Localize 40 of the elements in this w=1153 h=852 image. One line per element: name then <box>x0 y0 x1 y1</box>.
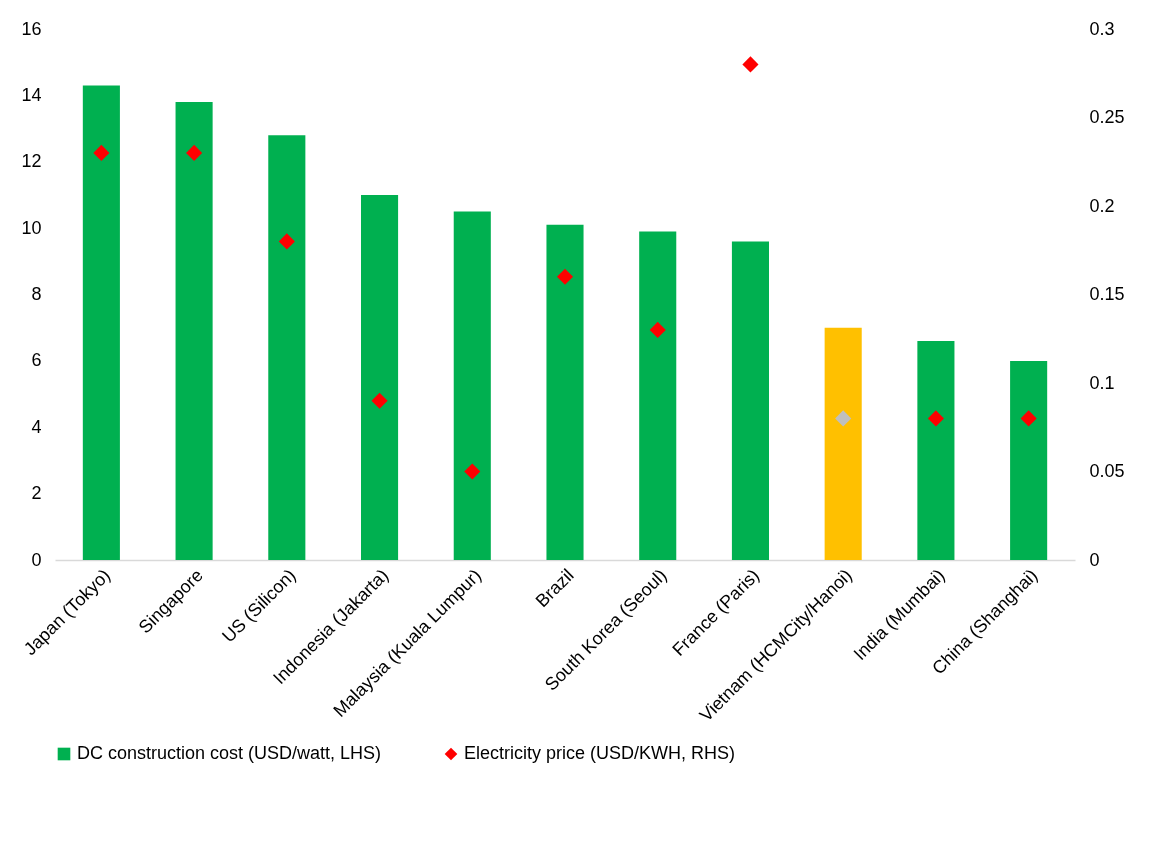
bar <box>82 85 120 560</box>
point <box>835 410 852 427</box>
bar <box>1010 360 1048 560</box>
y-tick-label: 6 <box>31 350 42 371</box>
point <box>93 144 110 161</box>
bar <box>824 327 862 560</box>
y-tick-label: 10 <box>21 217 42 238</box>
bar <box>917 340 955 560</box>
bar <box>731 241 769 560</box>
y2-tick-label: 0.05 <box>1089 461 1125 481</box>
y-tick-label: 2 <box>31 483 42 504</box>
point <box>649 321 666 338</box>
y2-tick-label: 0.3 <box>1089 18 1115 39</box>
point <box>371 392 388 409</box>
bar <box>453 211 491 560</box>
y2-tick-label: 0.25 <box>1089 107 1125 127</box>
y-tick-label: 14 <box>21 84 42 105</box>
y2-tick-label: 0.2 <box>1089 195 1115 216</box>
y2-tick-label: 0 <box>1089 549 1100 570</box>
point <box>278 233 295 250</box>
y-tick-label: 8 <box>31 284 42 304</box>
bar <box>639 231 677 560</box>
point <box>464 463 481 480</box>
y-tick-label: 12 <box>21 151 42 172</box>
y-tick-label: 16 <box>21 18 42 39</box>
y2-tick-label: 0.15 <box>1089 284 1125 304</box>
bar <box>361 194 399 560</box>
bar <box>546 224 584 560</box>
y-tick-label: 4 <box>31 416 42 437</box>
y2-tick-label: 0.1 <box>1089 372 1115 393</box>
bar <box>268 135 306 560</box>
point <box>186 144 203 161</box>
point <box>1020 410 1037 427</box>
point <box>742 56 759 73</box>
legend-label: Electricity price (USD/KWH, RHS) <box>464 743 736 763</box>
bar <box>175 102 213 560</box>
point <box>556 268 574 285</box>
legend-label: DC construction cost (USD/watt, LHS) <box>77 743 382 763</box>
y-tick-label: 0 <box>31 549 42 570</box>
point <box>927 410 944 427</box>
